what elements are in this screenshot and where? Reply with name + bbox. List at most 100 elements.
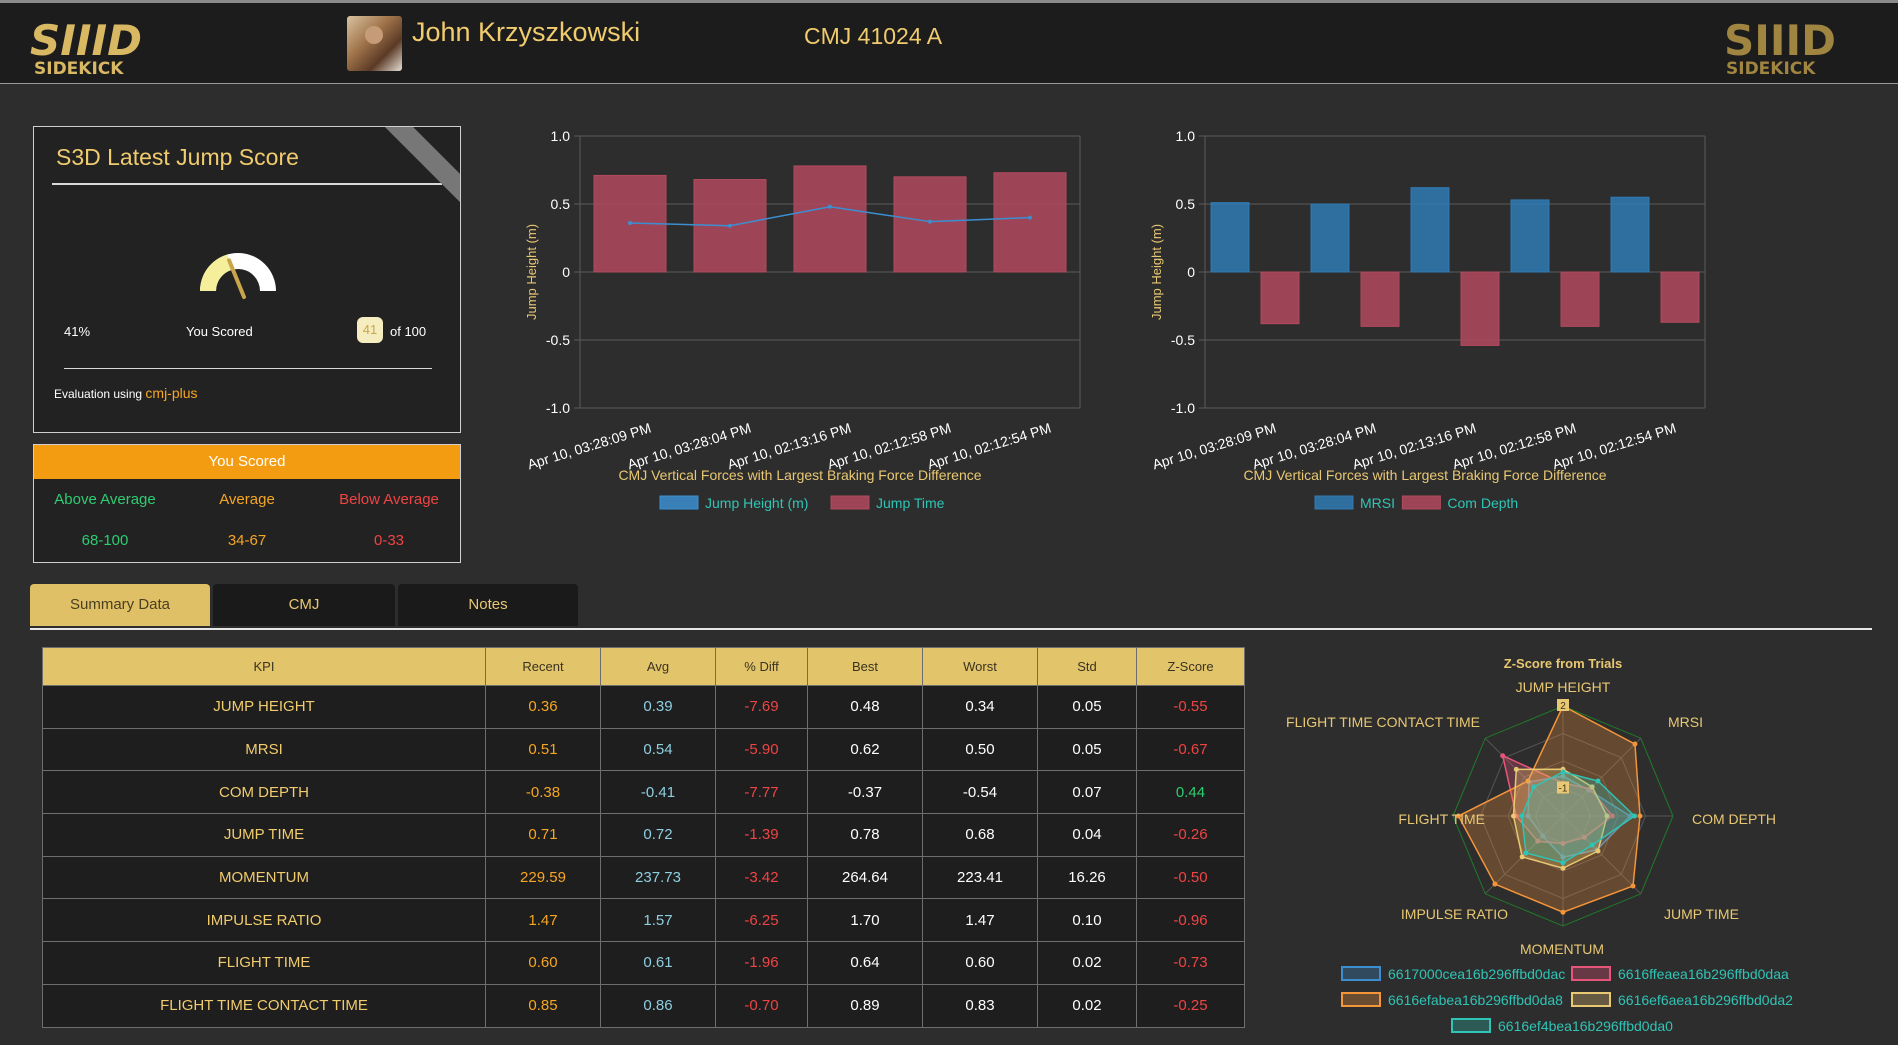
legend-swatch[interactable]	[1341, 992, 1381, 1007]
cell-diff: -0.70	[715, 983, 808, 1028]
radar-point[interactable]	[1604, 813, 1610, 819]
radar-point[interactable]	[1627, 813, 1633, 819]
cell-kpi: FLIGHT TIME CONTACT TIME	[42, 983, 486, 1028]
radar-point[interactable]	[1531, 784, 1537, 790]
radar-tick-label: 2	[1560, 701, 1566, 712]
legend-label[interactable]: 6616ef6aea16b296ffbd0da2	[1618, 992, 1793, 1008]
chart-bar[interactable]	[1360, 271, 1400, 327]
radar-point[interactable]	[1560, 773, 1566, 779]
radar-point[interactable]	[1589, 842, 1595, 848]
radar-point[interactable]	[1519, 854, 1525, 860]
radar-point[interactable]	[1560, 854, 1566, 860]
legend-label[interactable]: 6616ffeaea16b296ffbd0daa	[1618, 966, 1789, 982]
legend-swatch[interactable]	[1314, 495, 1354, 510]
radar-point[interactable]	[1560, 769, 1566, 775]
score-percent: 41%	[64, 324, 91, 339]
col-header-avg[interactable]: Avg	[600, 647, 716, 686]
legend-label[interactable]: MRSI	[1360, 495, 1395, 511]
cell-worst: 0.50	[922, 727, 1038, 772]
col-header-best[interactable]: Best	[807, 647, 923, 686]
cell-zscore: -0.26	[1136, 813, 1245, 857]
chart-bar[interactable]	[1310, 203, 1350, 273]
chart-bar[interactable]	[1460, 271, 1500, 346]
radar-point[interactable]	[1595, 848, 1601, 854]
radar-point[interactable]	[1492, 881, 1498, 887]
score-card-title: S3D Latest Jump Score	[56, 144, 299, 170]
radar-point[interactable]	[1637, 813, 1643, 819]
cell-best: 1.70	[807, 898, 923, 943]
tab-notes[interactable]: Notes	[398, 584, 578, 626]
chart-point[interactable]	[728, 223, 732, 228]
chart-bar[interactable]	[1410, 187, 1450, 273]
chart-bar[interactable]	[1210, 202, 1250, 273]
legend-swatch[interactable]	[1401, 495, 1441, 510]
col-header-recent[interactable]: Recent	[485, 647, 601, 686]
band-below-average-range: 0-33	[373, 532, 405, 549]
col-header-worst[interactable]: Worst	[922, 647, 1038, 686]
chart-bar[interactable]	[1260, 271, 1300, 325]
legend-label[interactable]: 6616efabea16b296ffbd0da8	[1388, 992, 1563, 1008]
legend-swatch[interactable]	[659, 495, 699, 510]
legend-label[interactable]: 6617000cea16b296ffbd0dac	[1388, 966, 1565, 982]
radar-point[interactable]	[1589, 784, 1595, 790]
radar-point[interactable]	[1519, 813, 1525, 819]
col-header-std[interactable]: Std	[1037, 647, 1137, 686]
col-header-zscore[interactable]: Z-Score	[1136, 647, 1245, 686]
radar-point[interactable]	[1525, 778, 1531, 784]
y-tick-label: 1.0	[1176, 128, 1196, 144]
radar-point[interactable]	[1535, 838, 1541, 844]
legend-swatch[interactable]	[830, 495, 870, 510]
radar-point[interactable]	[1610, 813, 1615, 819]
chart-point[interactable]	[628, 221, 632, 226]
chart-bar[interactable]	[793, 165, 867, 273]
chart-bar[interactable]	[1660, 271, 1700, 323]
cell-recent: 0.71	[485, 813, 601, 857]
cell-best: -0.37	[807, 770, 923, 815]
radar-point[interactable]	[1560, 909, 1566, 915]
radar-point[interactable]	[1500, 753, 1506, 759]
radar-axis-label: JUMP HEIGHT	[1516, 679, 1611, 695]
radar-point[interactable]	[1523, 850, 1529, 856]
chart-bar[interactable]	[893, 176, 967, 273]
radar-point[interactable]	[1511, 813, 1516, 819]
radar-point[interactable]	[1632, 741, 1638, 747]
chart-point[interactable]	[828, 204, 832, 209]
col-header-diff[interactable]: % Diff	[715, 647, 808, 686]
cell-diff: -5.90	[715, 727, 808, 772]
radar-point[interactable]	[1595, 778, 1601, 784]
chart-bar[interactable]	[1560, 271, 1600, 327]
radar-point[interactable]	[1525, 813, 1531, 819]
radar-axis-label: MOMENTUM	[1520, 941, 1604, 957]
radar-point[interactable]	[1560, 865, 1566, 871]
cell-recent: 1.47	[485, 898, 601, 943]
legend-label[interactable]: Jump Time	[876, 495, 945, 511]
chart-bar[interactable]	[1610, 196, 1650, 273]
tab-cmj[interactable]: CMJ	[213, 584, 395, 626]
radar-point[interactable]	[1581, 834, 1587, 840]
chart-point[interactable]	[1028, 215, 1032, 220]
legend-label[interactable]: Com Depth	[1447, 495, 1518, 511]
radar-point[interactable]	[1560, 860, 1566, 866]
chart-bar[interactable]	[1510, 199, 1550, 273]
cell-zscore: 0.44	[1136, 770, 1245, 815]
y-tick-label: -1.0	[546, 400, 570, 416]
chart-point[interactable]	[928, 219, 932, 224]
radar-point[interactable]	[1630, 883, 1636, 889]
sidekick-logo[interactable]: SIIID SIDEKICK	[30, 15, 175, 77]
radar-point[interactable]	[1632, 813, 1637, 819]
tab-summary-data[interactable]: Summary Data	[30, 584, 210, 626]
legend-label[interactable]: 6616ef4bea16b296ffbd0da0	[1498, 1018, 1673, 1034]
legend-swatch[interactable]	[1451, 1018, 1491, 1033]
col-header-kpi[interactable]: KPI	[42, 647, 486, 686]
radar-point[interactable]	[1540, 833, 1546, 839]
legend-swatch[interactable]	[1341, 966, 1381, 981]
radar-point[interactable]	[1513, 766, 1519, 772]
radar-tick-bg	[1557, 699, 1569, 711]
legend-swatch[interactable]	[1571, 966, 1611, 981]
legend-swatch[interactable]	[1571, 992, 1611, 1007]
logo-right-text-bottom: SIDEKICK	[1726, 59, 1816, 77]
chart-bar[interactable]	[993, 172, 1067, 273]
radar-point[interactable]	[1560, 841, 1566, 846]
legend-label[interactable]: Jump Height (m)	[705, 495, 808, 511]
radar-point[interactable]	[1456, 813, 1461, 819]
